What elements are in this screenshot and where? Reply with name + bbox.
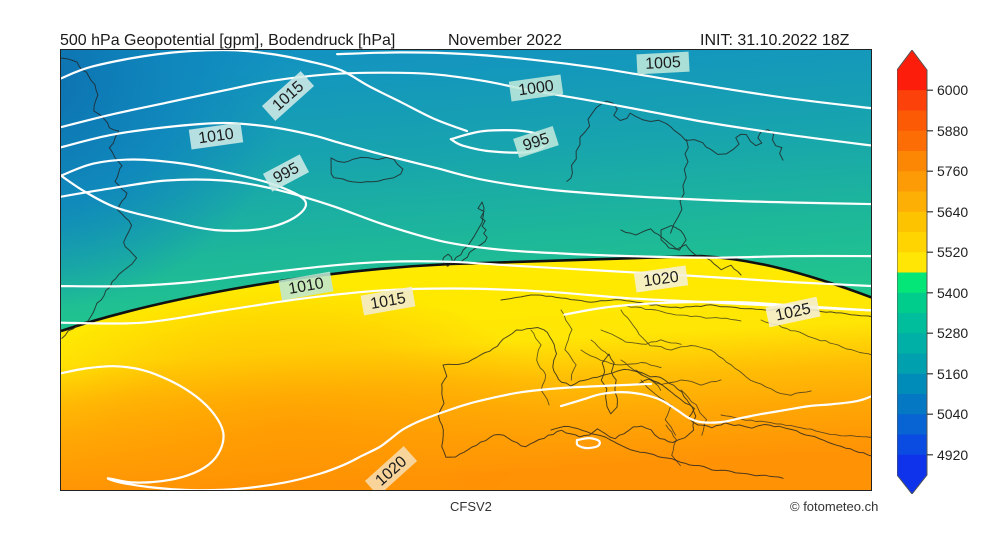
svg-text:1005: 1005: [645, 54, 682, 73]
svg-text:5280: 5280: [937, 325, 968, 341]
svg-text:5760: 5760: [937, 163, 968, 179]
svg-text:6000: 6000: [937, 82, 968, 98]
svg-text:5640: 5640: [937, 204, 968, 220]
svg-text:5520: 5520: [937, 244, 968, 260]
svg-text:4920: 4920: [937, 447, 968, 463]
svg-text:5160: 5160: [937, 366, 968, 382]
svg-text:5400: 5400: [937, 285, 968, 301]
svg-text:5880: 5880: [937, 123, 968, 139]
svg-text:5040: 5040: [937, 406, 968, 422]
